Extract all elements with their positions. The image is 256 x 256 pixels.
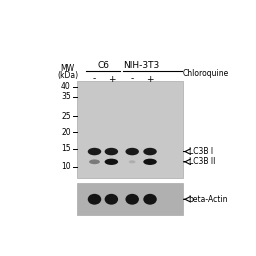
- Text: -: -: [93, 74, 96, 83]
- Ellipse shape: [143, 194, 157, 205]
- Ellipse shape: [105, 148, 118, 155]
- Ellipse shape: [88, 148, 101, 155]
- Ellipse shape: [125, 194, 139, 205]
- Ellipse shape: [125, 148, 139, 155]
- Text: Chloroquine: Chloroquine: [183, 69, 229, 78]
- Ellipse shape: [143, 148, 157, 155]
- Text: 40: 40: [61, 82, 71, 91]
- Text: C6: C6: [97, 61, 109, 70]
- Text: +: +: [146, 74, 154, 83]
- Text: (kDa): (kDa): [57, 71, 78, 80]
- Text: 10: 10: [61, 162, 71, 171]
- Ellipse shape: [105, 194, 118, 205]
- Text: MW: MW: [61, 64, 75, 73]
- Text: 35: 35: [61, 92, 71, 101]
- Text: 20: 20: [61, 128, 71, 137]
- Ellipse shape: [89, 159, 100, 164]
- Bar: [77, 81, 183, 178]
- Text: -: -: [131, 74, 134, 83]
- Text: 25: 25: [61, 112, 71, 121]
- Bar: [77, 183, 183, 215]
- Text: LC3B I: LC3B I: [189, 147, 213, 156]
- Text: +: +: [108, 74, 115, 83]
- Ellipse shape: [105, 159, 118, 165]
- Text: LC3B II: LC3B II: [189, 157, 215, 166]
- Ellipse shape: [88, 194, 101, 205]
- Ellipse shape: [129, 160, 136, 163]
- Text: beta-Actin: beta-Actin: [189, 195, 228, 204]
- Text: NIH-3T3: NIH-3T3: [123, 61, 159, 70]
- Text: 15: 15: [61, 144, 71, 154]
- Ellipse shape: [143, 159, 157, 165]
